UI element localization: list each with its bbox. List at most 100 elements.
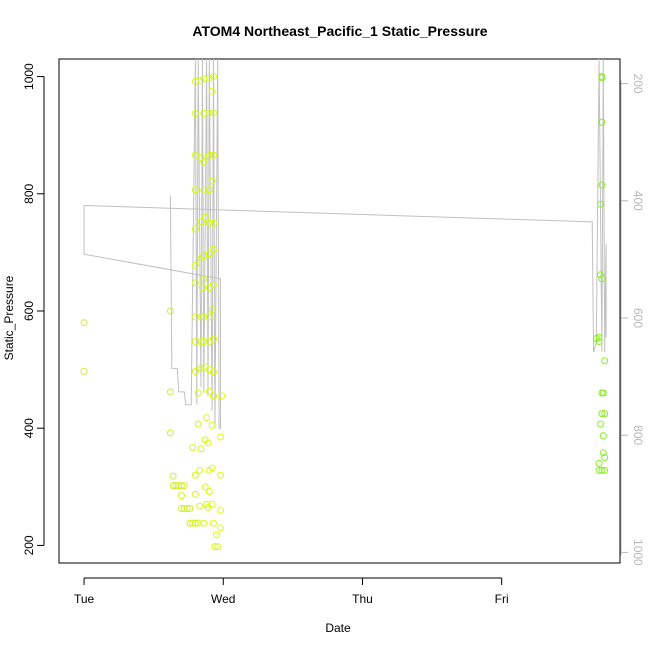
data-point [205,488,213,495]
data-point [205,74,213,82]
data-point [178,482,185,490]
data-point [208,421,216,429]
data-point [595,459,603,467]
data-point [208,464,216,472]
data-point [191,225,199,233]
right-tick-label: 400 [631,191,645,211]
data-point [205,186,213,194]
data-point [205,250,213,258]
data-point [210,392,217,400]
data-point [80,319,88,327]
x-tick-label: Tue [74,592,95,606]
y-tick-label: 200 [22,535,36,555]
right-tick-label: 800 [631,425,645,445]
data-point [595,333,603,341]
data-point [191,519,199,527]
chart-title: ATOM4 Northeast_Pacific_1 Static_Pressur… [192,23,487,39]
data-point [200,158,208,166]
data-point [186,505,194,512]
data-point [214,543,222,551]
data-point [196,466,204,474]
data-point [598,410,606,418]
data-point [599,432,607,440]
data-point [201,213,209,221]
data-point [601,454,609,461]
data-point [166,307,174,315]
data-point [196,502,204,510]
data-point [191,471,199,479]
data-point [210,246,217,253]
data-point [197,313,205,321]
data-point [197,445,205,453]
data-point [191,151,199,159]
data-point [194,420,202,428]
right-tick-label: 1000 [631,539,645,566]
data-point [601,410,609,418]
data-point [208,500,216,508]
data-point [601,466,609,474]
plot-frame [58,58,621,564]
data-point [597,271,604,279]
y-tick-label: 1000 [22,63,36,90]
data-point [598,466,606,474]
data-point [189,444,197,451]
data-point [210,151,217,159]
y-tick-label: 800 [22,183,36,203]
axis-layer: Tue Wed Thu Fri 200 400 600 800 1000 200 400 600 800… [22,63,645,606]
data-point [598,118,606,126]
data-point [205,219,213,227]
data-point [217,506,224,514]
data-point [205,366,213,374]
data-point [204,439,212,447]
data-point [197,338,205,345]
right-tick-label: 200 [631,74,645,94]
data-point [210,335,217,343]
data-point [597,200,604,208]
data-point [200,519,208,527]
x-tick-label: Fri [495,592,509,606]
data-point [210,281,217,289]
data-point [217,524,224,532]
data-point [200,275,208,283]
data-point [191,261,199,269]
y-tick-label: 400 [22,418,36,438]
right-tick-label: 600 [631,308,645,328]
data-point [191,490,199,498]
data-point [180,482,188,490]
y-tick-label: 600 [22,301,36,321]
data-point [208,87,216,95]
data-point [598,181,606,189]
data-point [166,388,174,396]
x-tick-label: Thu [352,592,373,606]
data-point [210,109,217,117]
data-point [205,313,213,321]
data-point [218,392,226,400]
trace-line [83,59,607,429]
data-point [217,433,224,441]
data-point [201,483,209,491]
trace-layer [83,59,607,429]
data-point [191,279,199,287]
data-point [183,505,191,512]
data-point [599,449,607,457]
data-point [191,186,199,194]
data-point [208,306,216,314]
data-point [211,543,219,551]
y-axis-label: Static_Pressure [2,275,16,360]
data-point [198,284,206,292]
data-point [597,420,604,428]
data-point [191,110,199,117]
data-point [212,531,220,539]
data-point [598,74,606,82]
data-point [194,389,202,397]
data-point [601,357,609,365]
data-point [178,492,185,500]
data-point [205,151,213,159]
data-point [197,218,205,226]
data-point [203,414,211,422]
data-point [205,109,213,117]
data-point [191,367,199,375]
points-layer [80,73,609,551]
data-point [166,429,174,437]
data-point [595,338,603,345]
